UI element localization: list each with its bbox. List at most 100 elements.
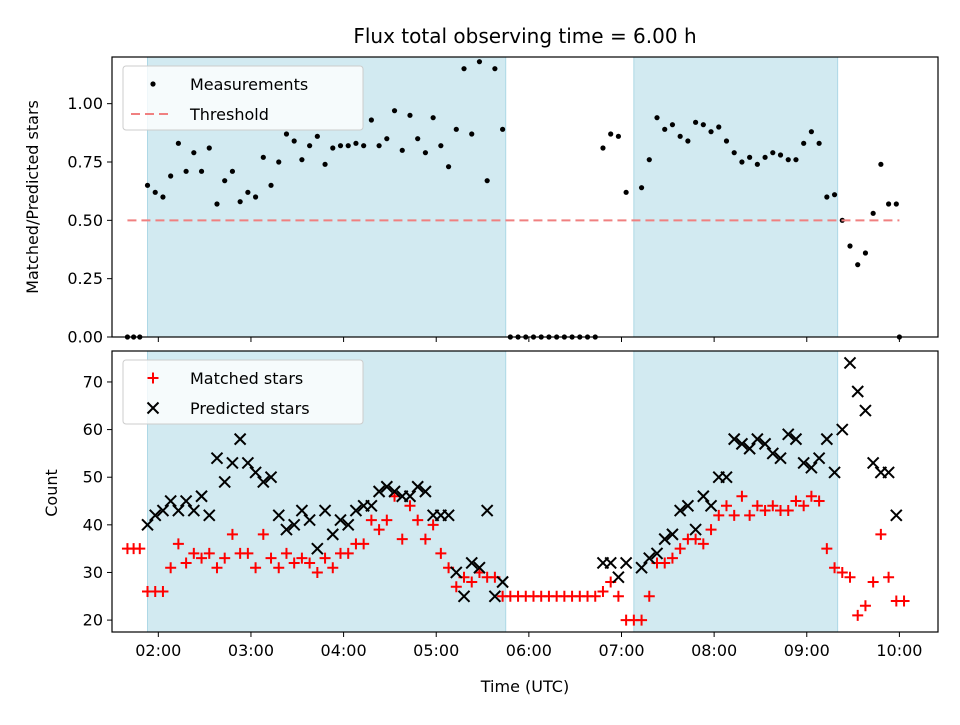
predicted-star-point (488, 590, 502, 603)
matched-star-point (728, 509, 740, 521)
predicted-star-point (766, 447, 780, 460)
legend-label: Matched stars (190, 369, 303, 388)
y-tick-label: 1.00 (67, 94, 103, 113)
measurement-point (260, 154, 266, 160)
measurement-point (654, 115, 660, 121)
matched-star-point (319, 552, 331, 564)
measurement-point (214, 201, 220, 207)
measurement-point (422, 150, 429, 156)
predicted-star-point (179, 494, 193, 508)
measurement-point (723, 138, 730, 144)
measurement-point (476, 59, 483, 65)
measurement-point (808, 129, 814, 135)
y-tick-label: 20 (83, 611, 103, 630)
predicted-star-point (149, 509, 162, 522)
x-tick-label: 02:00 (135, 641, 181, 660)
measurement-point (608, 131, 614, 137)
predicted-star-point (403, 490, 417, 503)
measurement-point (299, 157, 305, 163)
predicted-star-point (751, 432, 764, 446)
measurement-point (870, 210, 876, 216)
matched-star-point (203, 547, 215, 559)
predicted-star-point (164, 494, 177, 508)
matched-star-point (358, 538, 370, 550)
measurement-point (708, 129, 714, 135)
measurement-point (638, 185, 645, 191)
predicted-star-point (210, 451, 224, 465)
y-tick-label: 40 (83, 515, 103, 534)
predicted-star-point (828, 466, 841, 479)
matched-star-point (666, 552, 678, 564)
x-tick-label: 04:00 (321, 641, 367, 660)
predicted-star-point (697, 490, 710, 503)
y-tick-label: 0.25 (67, 269, 103, 288)
measurement-point (878, 161, 884, 167)
predicted-star-point (218, 475, 231, 489)
measurement-point (407, 112, 413, 118)
measurement-point (747, 154, 753, 160)
measurement-point (160, 194, 166, 200)
matched-star-point (751, 500, 763, 512)
y-tick-label: 50 (83, 468, 103, 487)
matched-star-point (859, 600, 871, 612)
measurement-point (198, 168, 205, 174)
measurement-point (245, 189, 251, 195)
measurement-point (816, 140, 822, 146)
matched-star-point (435, 547, 447, 559)
matched-star-point (705, 524, 717, 536)
measurement-point (430, 115, 436, 121)
predicted-star-point (342, 518, 355, 532)
legend-box (122, 65, 364, 131)
predicted-star-point (172, 504, 185, 517)
matched-star-point (767, 500, 779, 512)
measurement-point (500, 126, 506, 132)
top-ticks: 0.00 0.25 0.50 0.75 1.00 (67, 94, 900, 347)
measurement-point (384, 136, 390, 142)
matched-star-point (674, 543, 686, 555)
measurement-point (229, 168, 236, 174)
bottom-panel: 20 30 40 50 60 70 02:00 03:00 04:00 05:00 06:00 07:… (42, 350, 939, 696)
predicted-star-point (326, 528, 339, 541)
matched-star-point (419, 533, 431, 545)
predicted-star-point (457, 590, 471, 603)
matched-star-point (342, 547, 354, 559)
predicted-star-point (380, 480, 394, 493)
measurement-point (322, 161, 328, 167)
predicted-star-point (156, 504, 170, 517)
predicted-star-point (311, 542, 324, 555)
measurement-point (662, 126, 668, 132)
matched-star-point (311, 566, 323, 578)
observing-window-span (633, 56, 839, 338)
matched-star-point (782, 505, 794, 517)
measurement-point (862, 250, 869, 256)
measurement-point (770, 150, 776, 156)
bottom-ticks: 20 30 40 50 60 70 02:00 03:00 04:00 05:00 06:00 07:… (83, 372, 923, 660)
matched-star-point (412, 514, 424, 526)
measurement-point (885, 201, 892, 207)
measurement-point (222, 178, 228, 184)
matched-star-point (404, 500, 416, 512)
predicted-star-point (257, 475, 270, 489)
matched-star-point (273, 562, 285, 574)
matched-star-point (852, 609, 864, 621)
predicted-star-point (141, 518, 154, 532)
top-panel: 0.00 0.25 0.50 0.75 1.00 Flux total observin… (23, 24, 939, 347)
measurement-point (469, 131, 475, 137)
matched-star-point (836, 566, 848, 578)
matched-star-point (196, 552, 208, 564)
matched-star-point (690, 533, 702, 545)
predicted-star-point (882, 466, 895, 479)
matched-star-point (759, 505, 771, 517)
measurement-point (376, 143, 382, 149)
predicted-star-point (287, 518, 301, 532)
measurement-point (144, 182, 151, 188)
predicted-star-point (465, 556, 478, 570)
matched-star-point (257, 528, 269, 540)
predicted-star-point (480, 504, 494, 517)
measurement-point (801, 140, 807, 146)
predicted-star-point (604, 556, 617, 570)
matched-star-point (304, 557, 316, 569)
legend-swatch (147, 372, 159, 384)
bottom-axes-frame (111, 350, 939, 633)
